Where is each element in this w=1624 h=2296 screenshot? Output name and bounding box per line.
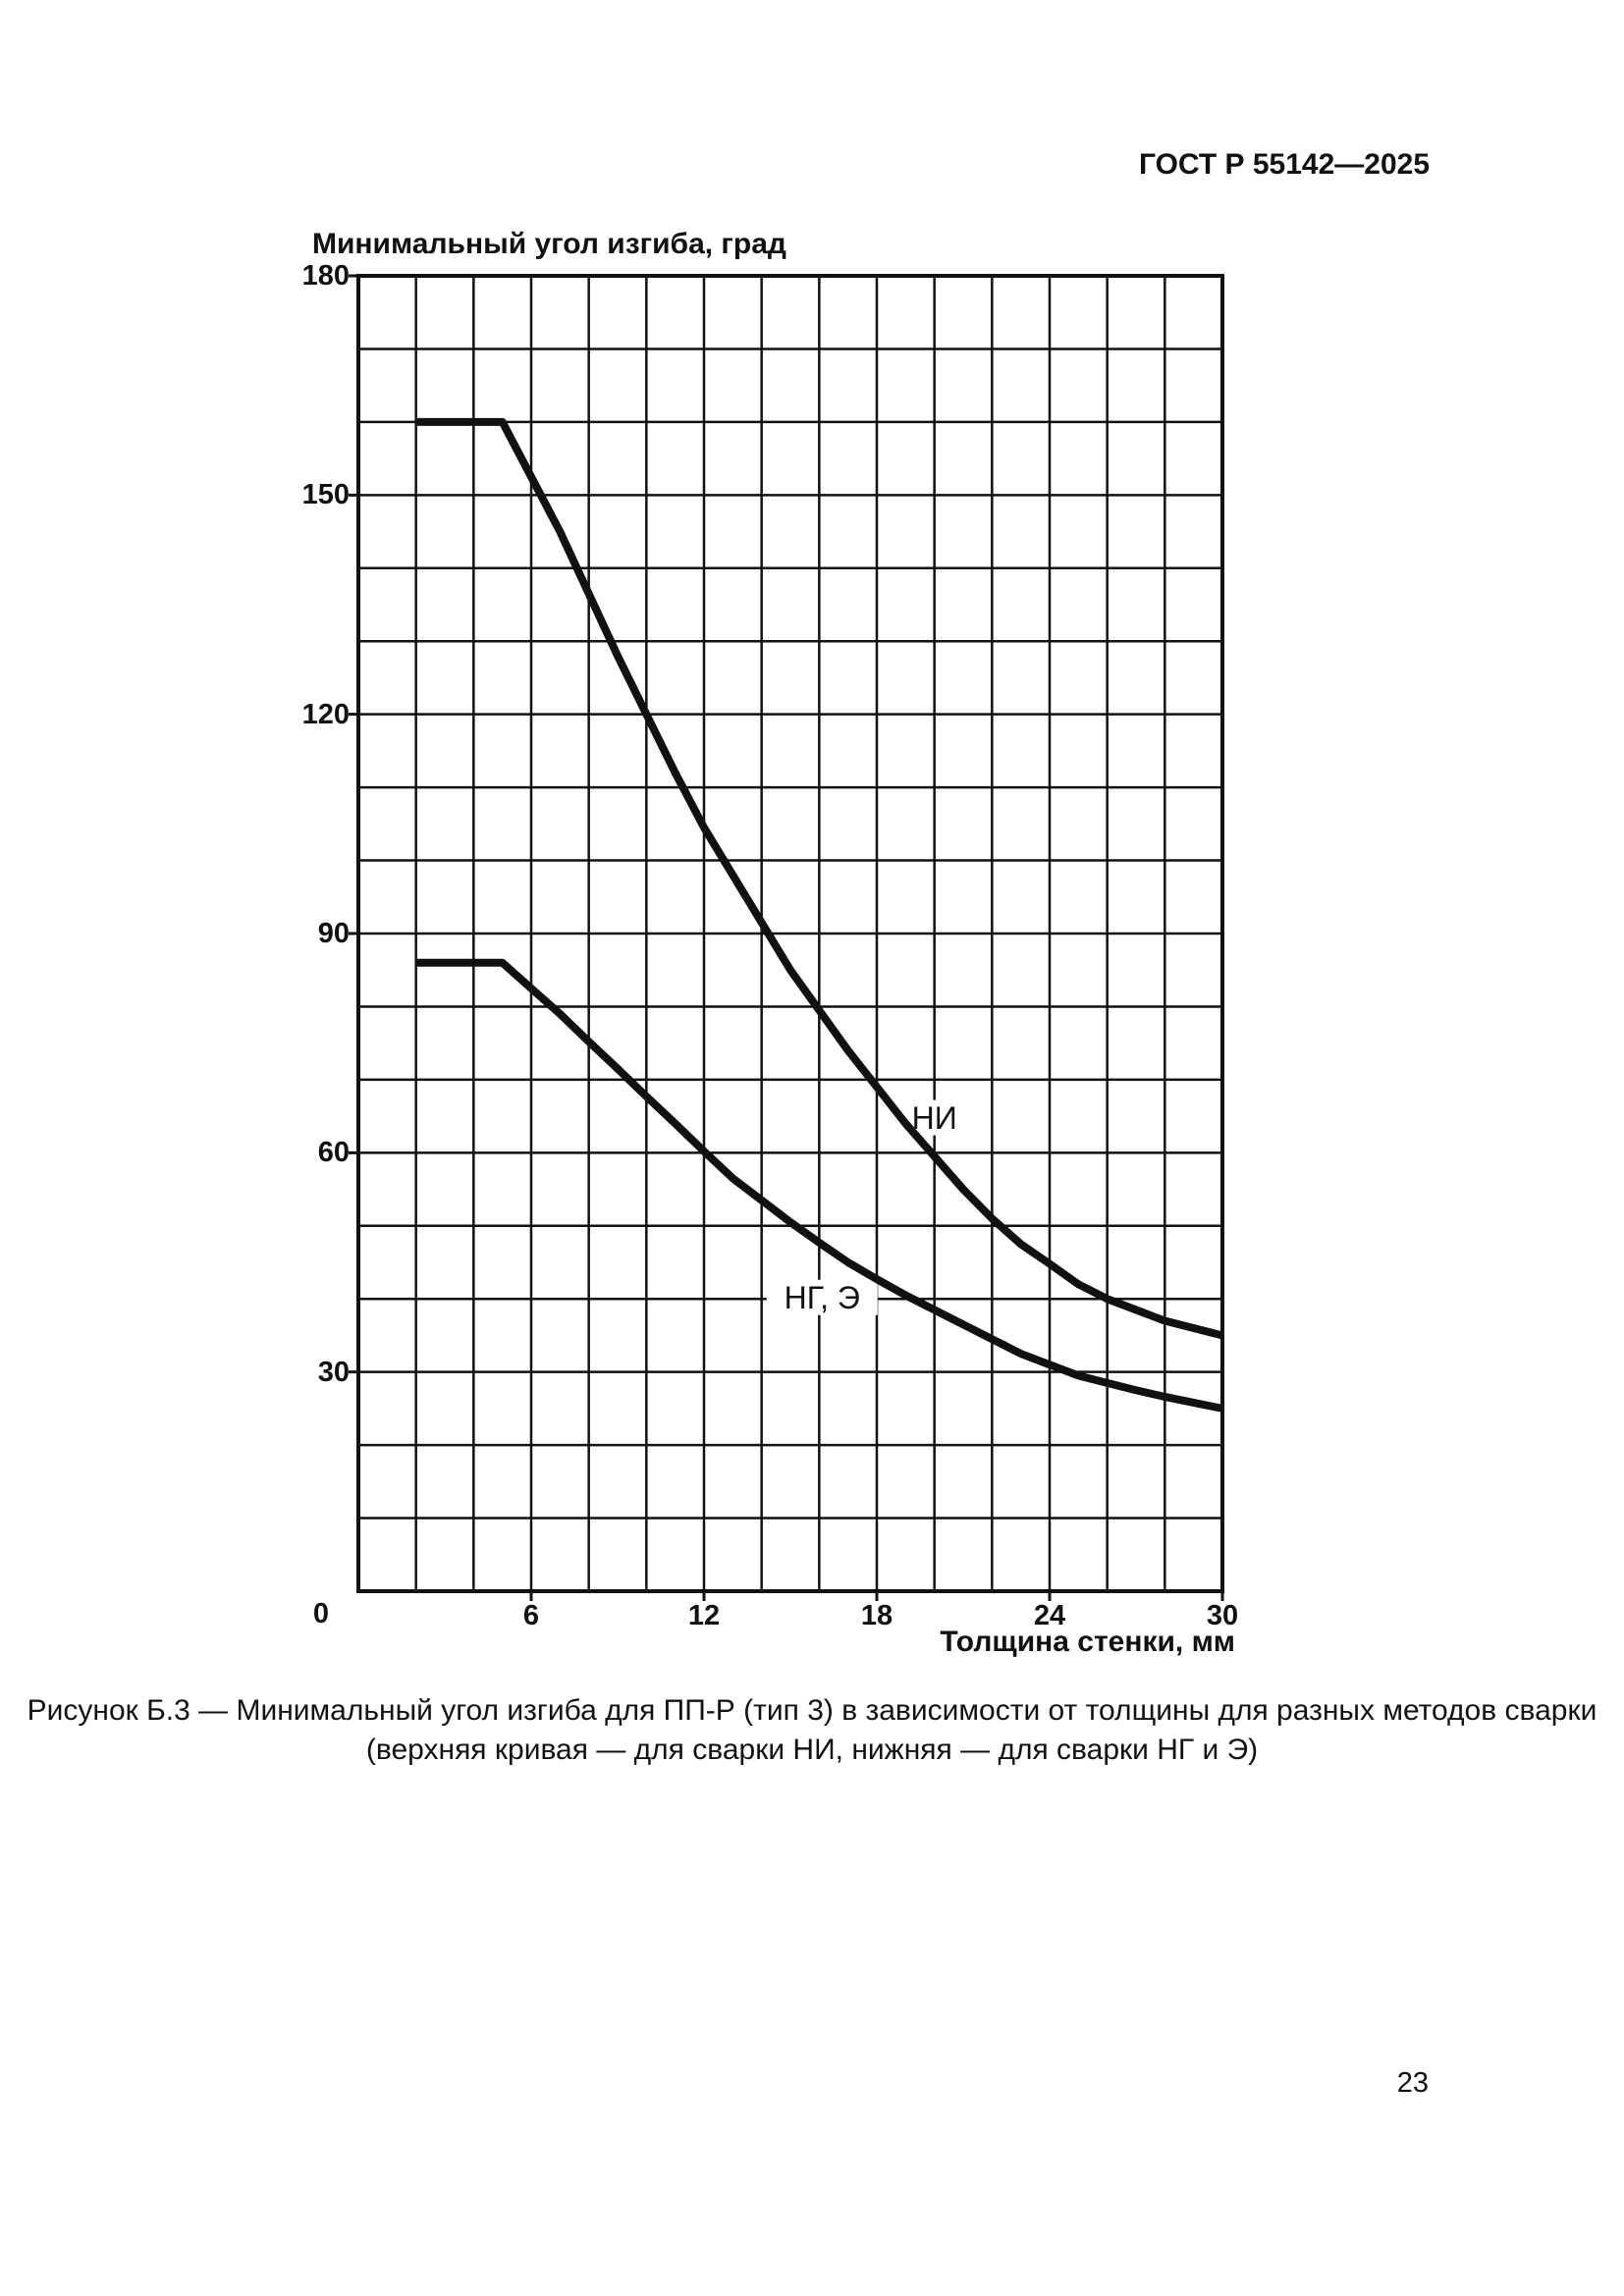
origin-tick-label: 0 (312, 1598, 330, 1629)
y-tick-label: 120 (301, 699, 350, 730)
x-tick-label: 30 (1206, 1600, 1239, 1631)
y-tick-label: 90 (317, 918, 350, 949)
page-number: 23 (1396, 2067, 1429, 2099)
y-tick-label: 30 (317, 1357, 350, 1388)
y-tick-label: 60 (317, 1137, 350, 1168)
y-tick-label: 180 (301, 260, 350, 292)
x-tick-label: 18 (860, 1600, 893, 1631)
x-tick-label: 24 (1033, 1600, 1066, 1631)
x-tick-label: 12 (687, 1600, 721, 1631)
y-axis-title: Минимальный угол изгиба, град (312, 228, 786, 260)
figure-caption-line-2: (верхняя кривая — для сварки НИ, нижняя … (365, 1734, 1259, 1766)
figure-caption-line-1: Рисунок Б.3 — Минимальный угол изгиба дл… (27, 1694, 1597, 1727)
y-tick-label: 150 (301, 479, 350, 510)
document-header: ГОСТ Р 55142—2025 (1138, 148, 1430, 181)
x-axis-title: Толщина стенки, мм (940, 1626, 1235, 1658)
curve-label-ng-e: НГ, Э (784, 1279, 860, 1315)
x-tick-label: 6 (522, 1600, 540, 1631)
curve-label-ni: НИ (911, 1099, 957, 1136)
